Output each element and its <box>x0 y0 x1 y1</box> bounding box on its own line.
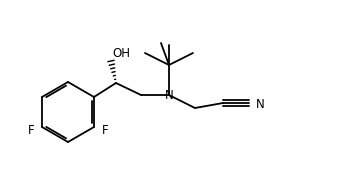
Text: F: F <box>28 125 34 137</box>
Text: N: N <box>165 89 173 101</box>
Text: OH: OH <box>112 46 130 60</box>
Text: F: F <box>102 125 108 137</box>
Text: N: N <box>256 98 265 110</box>
